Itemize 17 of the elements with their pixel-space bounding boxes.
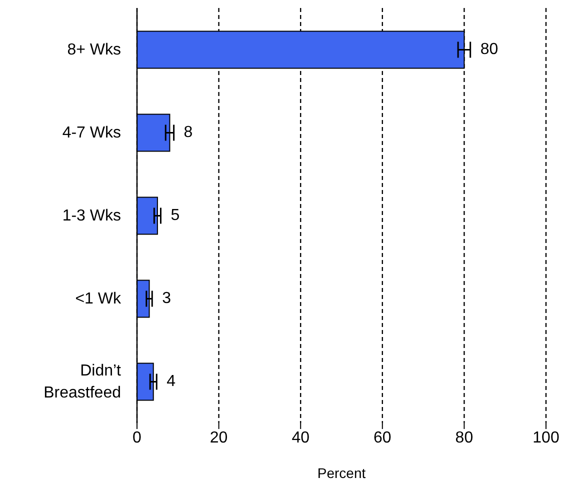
x-tick-label: 80 [455,429,474,446]
y-tick-label: 8+ Wks [67,41,121,58]
x-tick-label: 0 [132,429,142,446]
data-label: 5 [170,207,180,224]
x-tick-label: 20 [210,429,228,446]
x-tick-label: 60 [374,429,392,446]
data-label: 80 [480,41,498,58]
y-tick-label: 4-7 Wks [62,124,121,141]
x-tick-label: 100 [532,429,560,446]
data-label: 3 [162,290,172,308]
x-tick-label: 40 [292,429,310,446]
data-label: 8 [184,124,193,142]
y-tick-label: Didn’t Breastfeed [44,362,122,401]
data-label: 4 [166,373,176,390]
y-tick-label: 1-3 Wks [62,207,121,224]
y-tick-label: <1 Wk [75,290,122,307]
x-axis-title: Percent [317,465,366,481]
